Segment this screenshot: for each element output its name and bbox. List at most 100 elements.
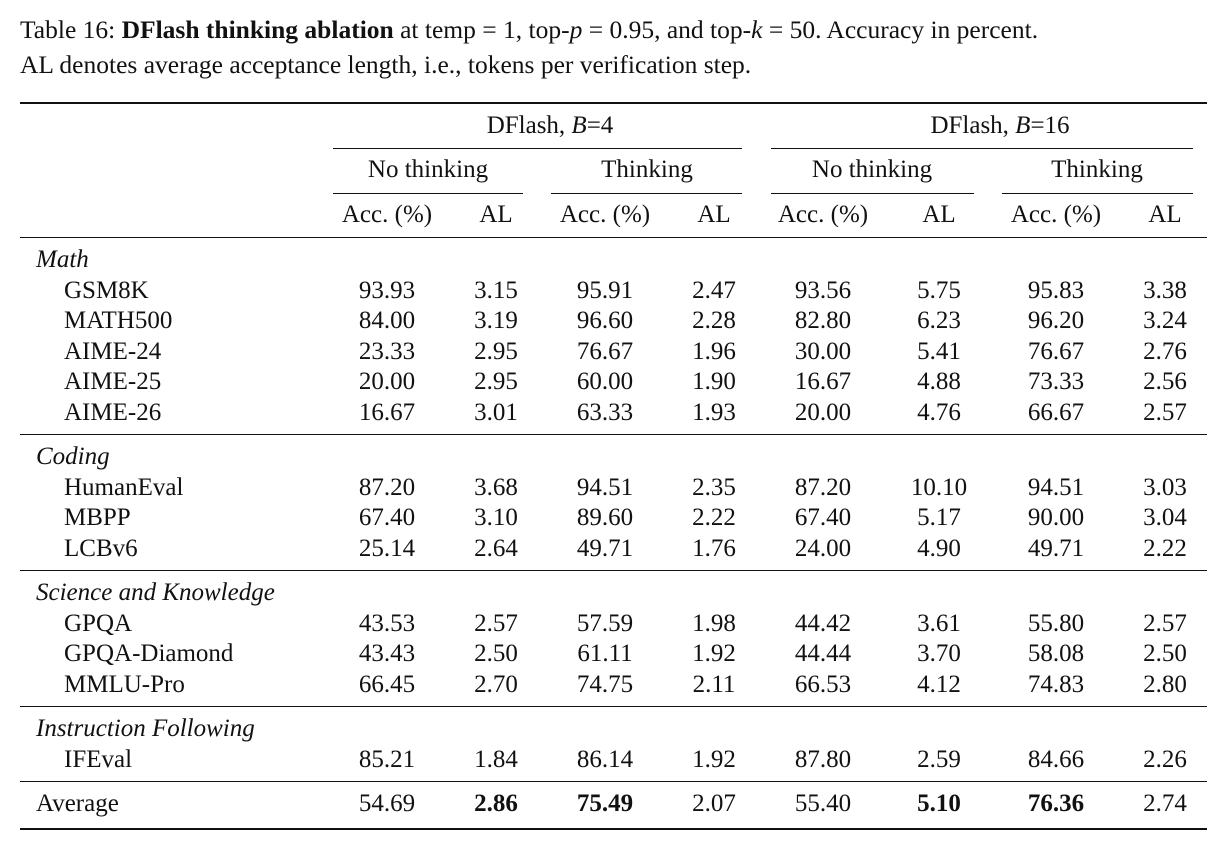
- table-cell: 3.15: [474, 276, 518, 304]
- group-header-prefix: DFlash,: [486, 112, 572, 139]
- section-label: Coding: [36, 443, 110, 470]
- table-cell: 6.23: [917, 307, 961, 334]
- table-cell: 3.19: [474, 307, 518, 334]
- table-cell: 3.38: [1143, 276, 1187, 304]
- group-header-variable: B: [1015, 112, 1031, 139]
- caption-text-b: = 0.95, and top-: [582, 15, 752, 44]
- table-cell: 2.64: [474, 534, 518, 562]
- table-cell: 10.10: [910, 473, 968, 501]
- table-cell: 1.76: [692, 534, 736, 562]
- table-cell: 1.98: [692, 609, 736, 637]
- table-cell: 43.53: [358, 609, 416, 637]
- table-cell: 96.20: [1027, 307, 1085, 334]
- table-cell: 2.57: [1143, 398, 1187, 426]
- column-group-rule: [333, 193, 523, 194]
- table-cell: 2.50: [474, 640, 518, 667]
- table-cell: 49.71: [1027, 534, 1085, 562]
- table-cell: 95.91: [576, 276, 634, 304]
- group-header-value: =4: [586, 112, 614, 139]
- table-cell: 82.80: [794, 307, 852, 334]
- table-rule: [20, 237, 1207, 238]
- table-cell: 95.83: [1027, 276, 1085, 304]
- table-cell: 49.71: [576, 534, 634, 562]
- table-cell: 2.28: [692, 307, 736, 334]
- table-cell: 1.96: [692, 337, 736, 365]
- table-cell: 66.53: [794, 670, 852, 698]
- table-cell: 16.67: [358, 398, 416, 426]
- table-cell: 73.33: [1027, 368, 1085, 395]
- table-cell: 2.95: [474, 337, 518, 365]
- table-cell: 44.44: [794, 640, 852, 667]
- group-header: DFlash, B=4: [487, 111, 614, 141]
- table-cell: 44.42: [794, 609, 852, 637]
- table-rule: [20, 827, 1207, 830]
- caption-line-2: AL denotes average acceptance length, i.…: [20, 50, 752, 79]
- table-cell: 3.04: [1143, 504, 1187, 531]
- group-header: DFlash, B=16: [930, 111, 1069, 141]
- column-group-rule: [551, 193, 742, 194]
- table-cell: 94.51: [576, 473, 634, 501]
- table-rule: [20, 102, 1207, 104]
- table-cell: 20.00: [794, 398, 852, 426]
- table-cell: 63.33: [576, 398, 634, 426]
- average-cell: 2.74: [1143, 790, 1187, 817]
- table-rule: [20, 706, 1207, 707]
- table-cell: 3.03: [1143, 473, 1187, 501]
- table-cell: 25.14: [358, 534, 416, 562]
- table-cell: 3.61: [917, 609, 961, 637]
- table-cell: 1.90: [692, 368, 736, 395]
- row-label: MATH500: [64, 307, 173, 334]
- column-group-rule: [1002, 193, 1193, 194]
- table-cell: 1.92: [692, 745, 736, 773]
- table-cell: 84.00: [358, 307, 416, 334]
- table-cell: 3.10: [474, 504, 518, 531]
- table-cell: 5.17: [917, 504, 961, 531]
- average-label: Average: [36, 790, 119, 817]
- table-cell: 87.20: [794, 473, 852, 501]
- table-cell: 2.70: [474, 670, 518, 698]
- table-cell: 2.95: [474, 368, 518, 395]
- table-cell: 2.57: [474, 609, 518, 637]
- column-header: Acc. (%): [777, 201, 869, 228]
- table-rule: [20, 434, 1207, 435]
- table-caption: Table 16: DFlash thinking ablation at te…: [20, 12, 1216, 82]
- table-cell: 67.40: [794, 504, 852, 531]
- table-cell: 5.75: [917, 276, 961, 304]
- caption-text-c: = 50. Accuracy in percent.: [762, 15, 1039, 44]
- table-cell: 2.76: [1143, 337, 1187, 365]
- table-cell: 3.01: [474, 398, 518, 426]
- table-cell: 2.50: [1143, 640, 1187, 667]
- caption-text-a: at temp = 1, top-: [393, 15, 570, 44]
- table-cell: 4.12: [917, 670, 961, 698]
- caption-p-variable: p: [569, 15, 583, 44]
- average-cell: 55.40: [794, 790, 852, 817]
- average-cell: 75.49: [576, 790, 634, 817]
- caption-k-variable: k: [751, 15, 763, 44]
- table-cell: 93.56: [794, 276, 852, 304]
- table-cell: 90.00: [1027, 504, 1085, 531]
- table-cell: 2.56: [1143, 368, 1187, 395]
- average-cell: 54.69: [358, 790, 416, 817]
- table-cell: 2.47: [692, 276, 736, 304]
- column-header: AL: [697, 201, 731, 228]
- table-cell: 66.45: [358, 670, 416, 698]
- section-label: Instruction Following: [36, 715, 255, 742]
- table-cell: 93.93: [358, 276, 416, 304]
- column-group-rule: [771, 148, 1193, 149]
- table-cell: 2.22: [1143, 534, 1187, 562]
- column-header: AL: [922, 201, 956, 228]
- table-cell: 87.20: [358, 473, 416, 501]
- table-cell: 20.00: [358, 368, 416, 395]
- table-cell: 66.67: [1027, 398, 1085, 426]
- table-cell: 85.21: [358, 745, 416, 773]
- row-label: GPQA: [64, 609, 133, 637]
- table-cell: 2.57: [1143, 609, 1187, 637]
- caption-title: DFlash thinking ablation: [121, 15, 394, 44]
- table-cell: 4.88: [917, 368, 961, 395]
- table-cell: 1.84: [474, 745, 518, 773]
- table-rule: [20, 570, 1207, 571]
- table-cell: 87.80: [794, 745, 852, 773]
- table-cell: 2.59: [917, 745, 961, 773]
- row-label: MMLU-Pro: [64, 670, 185, 698]
- subgroup-header: Thinking: [1051, 156, 1143, 183]
